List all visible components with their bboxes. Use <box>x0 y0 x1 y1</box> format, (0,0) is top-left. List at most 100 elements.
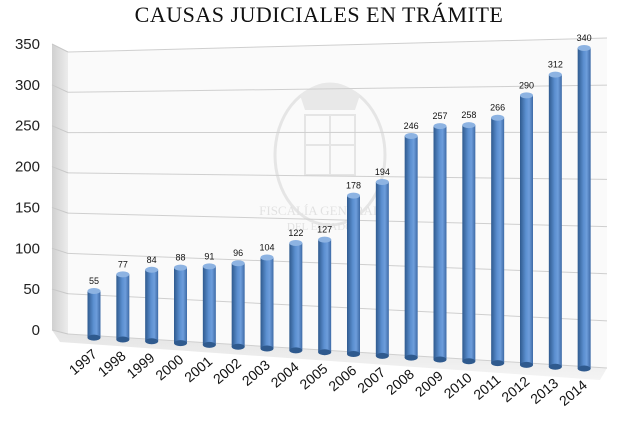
bar <box>289 240 303 354</box>
bar <box>174 264 187 347</box>
bar-base <box>577 365 591 372</box>
bar <box>318 236 332 356</box>
bar-base <box>462 358 476 365</box>
gridline <box>67 84 608 93</box>
bar-body <box>404 135 418 358</box>
y-tick-label: 100 <box>15 240 40 257</box>
bar-body <box>260 257 274 349</box>
data-label: 104 <box>259 242 274 252</box>
x-tick-label: 2012 <box>498 373 532 405</box>
x-tick-label: 2007 <box>354 364 388 396</box>
bar <box>260 254 274 352</box>
bar-body <box>548 74 562 367</box>
bar-body <box>520 95 533 365</box>
bar-top <box>404 132 418 139</box>
bar <box>520 92 533 368</box>
bar-base <box>145 338 159 345</box>
x-tick-label: 2011 <box>470 371 504 403</box>
data-label: 127 <box>317 225 332 235</box>
bar-body <box>433 126 447 360</box>
bar-body <box>577 47 591 369</box>
gridline-side <box>51 166 69 174</box>
bars <box>87 44 591 372</box>
gridline <box>67 212 608 228</box>
bar-base <box>548 363 562 370</box>
bar <box>404 132 418 361</box>
y-tick-label: 0 <box>32 322 40 339</box>
bar <box>548 71 562 370</box>
x-tick-label: 2009 <box>412 367 446 399</box>
x-tick-label: 2008 <box>383 366 417 398</box>
bar-body <box>87 290 101 338</box>
x-tick-label: 2002 <box>210 355 244 387</box>
bar-top <box>375 179 389 186</box>
bar-top <box>491 114 505 121</box>
bar-base <box>116 336 130 343</box>
bar-top <box>433 123 447 130</box>
x-tick-label: 2013 <box>527 375 561 407</box>
data-label: 258 <box>461 110 476 120</box>
bar-base <box>231 343 245 350</box>
bar-top <box>289 240 303 247</box>
bar-top <box>318 236 332 243</box>
bar-body <box>202 266 216 345</box>
x-tick-label: 2010 <box>441 369 475 401</box>
bar <box>577 44 591 372</box>
x-tick-label: 1998 <box>95 347 129 379</box>
data-label: 122 <box>288 228 303 238</box>
bar-body <box>231 263 245 347</box>
watermark-line1: FISCALÍA GENERAL <box>259 203 381 218</box>
watermark-emblem: FISCALÍA GENERAL DEL ESTADO <box>259 82 387 233</box>
bar-body <box>174 267 187 344</box>
data-label: 55 <box>89 276 99 286</box>
bar-base <box>318 349 332 356</box>
y-tick-label: 300 <box>15 77 40 94</box>
bar-top <box>116 271 130 278</box>
gridline-side <box>51 125 69 134</box>
y-tick-label: 250 <box>15 118 40 135</box>
gridline <box>67 37 608 53</box>
bar <box>491 114 505 367</box>
bar <box>347 192 360 358</box>
data-label: 88 <box>175 253 185 263</box>
bar-top <box>577 44 591 51</box>
data-label: 257 <box>432 111 447 121</box>
data-label: 194 <box>375 167 390 177</box>
gridline <box>67 252 608 275</box>
y-tick-label: 150 <box>15 199 40 216</box>
bar <box>87 287 101 341</box>
x-tick-label: 2003 <box>239 356 273 388</box>
gridline-side <box>51 84 69 93</box>
bar-top <box>520 92 533 99</box>
gridline-side <box>51 329 69 335</box>
bar <box>433 123 447 363</box>
bar-top <box>231 260 245 267</box>
bar <box>202 263 216 348</box>
bar-top <box>548 71 562 78</box>
chart-title: CAUSAS JUDICIALES EN TRÁMITE <box>134 2 504 27</box>
gridline <box>67 172 608 180</box>
x-tick-label: 2000 <box>152 351 186 383</box>
data-label: 84 <box>147 255 157 265</box>
bar <box>375 179 389 359</box>
bar-base <box>174 340 187 347</box>
y-tick-label: 50 <box>23 281 40 298</box>
data-label: 96 <box>233 248 243 258</box>
x-tick-label: 2004 <box>268 358 302 390</box>
bar-body <box>289 243 303 351</box>
bar-base <box>87 334 101 341</box>
data-labels: 55 77 84 88 91 96 104 122 127 178 194 246 257 258 266 2… <box>89 33 592 286</box>
x-tick-label: 2014 <box>556 376 590 408</box>
x-tick-label: 1997 <box>66 346 100 378</box>
bar-top <box>87 287 101 294</box>
gridline-side <box>51 43 69 53</box>
bar-base <box>289 347 303 354</box>
bar-base <box>520 361 533 368</box>
bar-base <box>433 356 447 363</box>
data-label: 312 <box>548 60 563 70</box>
x-tick-label: 2001 <box>181 353 215 385</box>
x-tick-label: 2006 <box>325 362 359 394</box>
bar-top <box>174 264 187 271</box>
bar-top <box>145 266 159 273</box>
